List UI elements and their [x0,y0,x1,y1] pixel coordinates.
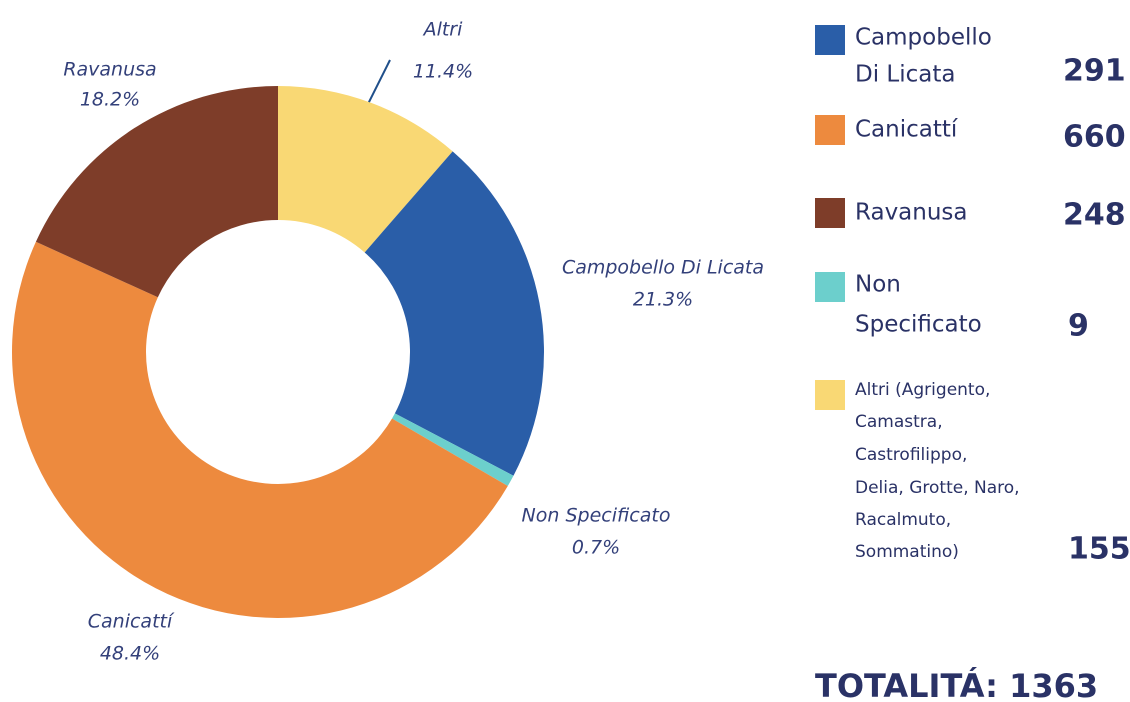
legend-count: 155 [1068,532,1130,567]
slice-label: Canicattí [88,611,175,633]
legend-count: 291 [1063,54,1126,89]
donut-slice [364,151,545,476]
legend-swatch [815,198,845,228]
total-value: 1363 [1009,667,1098,702]
legend-swatch [815,380,845,410]
legend-count: 9 [1068,309,1089,344]
slice-value: 48.4% [100,643,160,665]
slice-label: Non Specificato [522,505,671,527]
total: TOTALITÁ: 1363 [815,667,1098,702]
legend-label: Campobello [855,25,992,51]
legend-label: Ravanusa [855,200,968,226]
legend-label: Racalmuto, [855,510,951,530]
total-label: TOTALITÁ: [815,667,998,702]
slice-value: 21.3% [633,289,693,311]
legend-label: Non [855,272,901,298]
legend-label: Altri (Agrigento, [855,380,990,400]
slice-value: 18.2% [80,89,140,111]
donut-slice [12,241,508,618]
legend-swatch [815,272,845,302]
slice-label: Campobello Di Licata [562,257,764,279]
legend-label: Delia, Grotte, Naro, [855,478,1020,498]
slice-value: 11.4% [413,61,473,83]
legend-label: Sommatino) [855,542,959,562]
slice-label: Ravanusa [63,59,156,81]
legend-label: Canicattí [855,117,958,143]
slice-label: Altri [422,19,464,41]
donut-slice [278,86,453,253]
legend-count: 248 [1063,198,1126,233]
legend-label: Di Licata [855,62,955,88]
legend-swatch [815,115,845,145]
slice-value: 0.7% [572,537,620,559]
legend-count: 660 [1063,120,1126,155]
donut-slice [35,86,279,298]
legend-label: Specificato [855,312,982,338]
legend-label: Camastra, [855,412,943,432]
legend-swatch [815,25,845,55]
donut-slice [392,413,514,486]
legend-label: Castrofilippo, [855,445,967,465]
